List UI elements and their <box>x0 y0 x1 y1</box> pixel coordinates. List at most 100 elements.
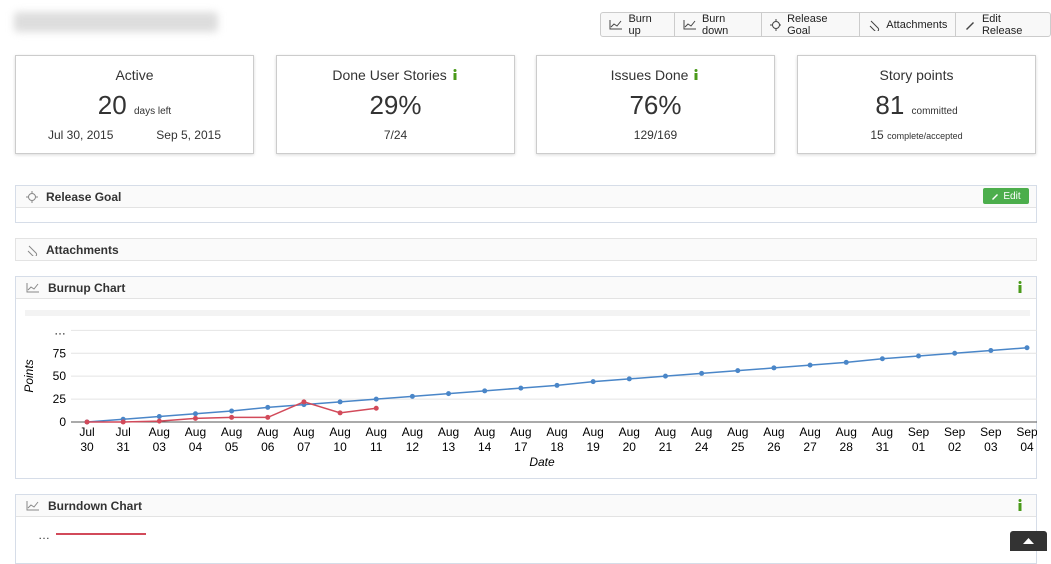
data-point <box>807 362 813 368</box>
info-icon[interactable] <box>692 69 700 80</box>
x-tick-label: Aug 10 <box>329 425 350 454</box>
card-title: Active <box>115 67 154 83</box>
burn-up-button[interactable]: Burn up <box>601 12 675 37</box>
tick-text: Aug <box>691 425 712 439</box>
data-point <box>771 365 777 371</box>
tick-text: Aug <box>510 425 531 439</box>
tick-text: Aug <box>474 425 495 439</box>
release-goal-button[interactable]: Release Goal <box>762 12 861 37</box>
burndown-panel: Burndown Chart … <box>15 494 1037 564</box>
data-point <box>120 419 126 425</box>
info-icon[interactable] <box>451 69 459 80</box>
icon <box>966 21 975 30</box>
tick-text: 11 <box>370 440 383 454</box>
panel-title: Burnup Chart <box>48 280 126 295</box>
data-point <box>482 388 488 394</box>
burn-down-button[interactable]: Burn down <box>675 12 762 37</box>
label: Edit <box>1003 190 1021 202</box>
data-point <box>373 405 379 411</box>
label: Burn down <box>701 12 729 37</box>
active-card: Active 20 days left Jul 30, 2015 Sep 5, … <box>15 55 254 154</box>
y-tick-label: 50 <box>53 369 67 383</box>
data-point <box>229 408 235 414</box>
icon <box>992 194 999 200</box>
tick-text: 04 <box>189 440 203 454</box>
data-point <box>843 359 849 365</box>
tick-text: 05 <box>225 440 239 454</box>
tick-text: 12 <box>406 440 420 454</box>
data-point <box>84 419 90 425</box>
x-tick-label: Aug 04 <box>185 425 206 454</box>
x-tick-label: Sep 02 <box>944 425 966 454</box>
x-tick-label: Aug 17 <box>510 425 531 454</box>
tick-text: 13 <box>442 440 456 454</box>
x-tick-label: Aug 28 <box>836 425 857 454</box>
label: Release Goal <box>787 12 828 37</box>
x-tick-label: Aug 07 <box>293 425 314 454</box>
x-tick-label: Aug 18 <box>546 425 567 454</box>
tick-text: Aug <box>727 425 748 439</box>
icon <box>26 501 39 511</box>
icon <box>683 20 696 30</box>
data-point <box>265 404 271 410</box>
panel-header: Burndown Chart <box>16 495 1036 517</box>
tick-text: Aug <box>619 425 640 439</box>
chart-band <box>25 310 1030 316</box>
scroll-top-button[interactable] <box>1010 531 1047 551</box>
panel-title: Attachments <box>46 242 119 257</box>
data-point <box>265 414 271 420</box>
x-tick-label: Sep 04 <box>1016 425 1037 454</box>
card-detail: 15 complete/accepted <box>798 128 1035 142</box>
panel-header: Burnup Chart <box>16 277 1036 299</box>
data-point <box>626 376 632 382</box>
tick-text: 17 <box>514 440 528 454</box>
tick-text: Aug <box>185 425 206 439</box>
unit: days left <box>133 106 172 117</box>
edit-release-button[interactable]: Edit Release <box>956 13 1050 37</box>
tick-text: 20 <box>623 440 637 454</box>
tick-text: Aug <box>221 425 242 439</box>
points: 81 <box>875 90 905 120</box>
y-axis-label: Points <box>22 359 36 392</box>
panel-title: Burndown Chart <box>48 498 142 513</box>
x-tick-label: Jul 30 <box>79 425 94 454</box>
y-tick-label: … <box>38 528 50 542</box>
unit: complete/accepted <box>887 131 963 141</box>
data-point <box>699 370 705 376</box>
card-title: Story points <box>879 67 954 83</box>
tick-text: 02 <box>948 440 962 454</box>
attachments-button[interactable]: Attachments <box>860 13 957 36</box>
info-icon[interactable] <box>1016 281 1024 293</box>
tick-text: 06 <box>261 440 275 454</box>
x-tick-label: Aug 21 <box>655 425 676 454</box>
data-point <box>337 399 343 405</box>
info-icon[interactable] <box>1016 499 1024 511</box>
tick-text: 10 <box>333 440 347 454</box>
y-tick-label: … <box>54 323 66 337</box>
data-point <box>337 410 343 416</box>
x-tick-label: Aug 27 <box>799 425 820 454</box>
tick-text: Aug <box>149 425 170 439</box>
x-tick-label: Jul 31 <box>115 425 130 454</box>
card-value: 81 committed <box>798 90 1035 121</box>
tick-text: 31 <box>876 440 890 454</box>
tick-text: 28 <box>840 440 854 454</box>
data-point <box>590 379 596 385</box>
card-title: Issues Done <box>537 67 774 83</box>
tick-text: 24 <box>695 440 709 454</box>
edit-button[interactable]: Edit <box>983 188 1029 204</box>
data-point <box>409 393 415 399</box>
data-point <box>662 373 668 379</box>
data-point <box>192 415 198 421</box>
label: Burn up <box>628 12 652 37</box>
points-card: Story points 81 committed 15 complete/ac… <box>797 55 1036 154</box>
tick-text: 19 <box>586 440 600 454</box>
panel-header: Release Goal Edit <box>16 186 1036 208</box>
icon <box>26 283 39 293</box>
tick-text: Jul <box>115 425 130 439</box>
x-tick-label: Aug 06 <box>257 425 278 454</box>
icon <box>609 20 622 30</box>
data-point <box>373 396 379 402</box>
tick-text: 18 <box>550 440 564 454</box>
